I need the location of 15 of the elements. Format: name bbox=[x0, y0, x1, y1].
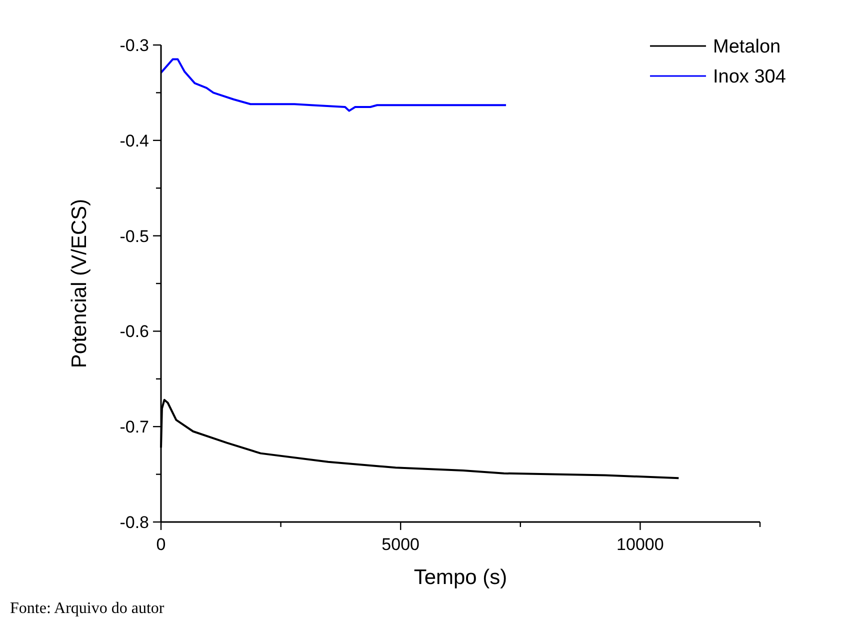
x-tick-label: 10000 bbox=[616, 535, 664, 554]
legend-label: Metalon bbox=[713, 36, 781, 58]
y-tick-label: -0.4 bbox=[120, 131, 149, 150]
y-tick-label: -0.6 bbox=[120, 322, 149, 342]
x-axis-title: Tempo (s) bbox=[414, 566, 508, 589]
y-tick-label: -0.3 bbox=[120, 36, 149, 55]
source-note: Fonte: Arquivo do autor bbox=[10, 600, 165, 617]
y-tick-label: -0.5 bbox=[120, 226, 149, 246]
y-tick-label: -0.8 bbox=[120, 512, 149, 532]
x-tick-label: 0 bbox=[156, 535, 166, 554]
line-series bbox=[160, 58, 508, 112]
y-axis-title: Potencial (V/ECS) bbox=[68, 198, 91, 368]
y-tick-label: -0.7 bbox=[120, 418, 149, 437]
x-tick-label: 5000 bbox=[382, 535, 420, 554]
legend-label: Inox 304 bbox=[713, 66, 786, 88]
